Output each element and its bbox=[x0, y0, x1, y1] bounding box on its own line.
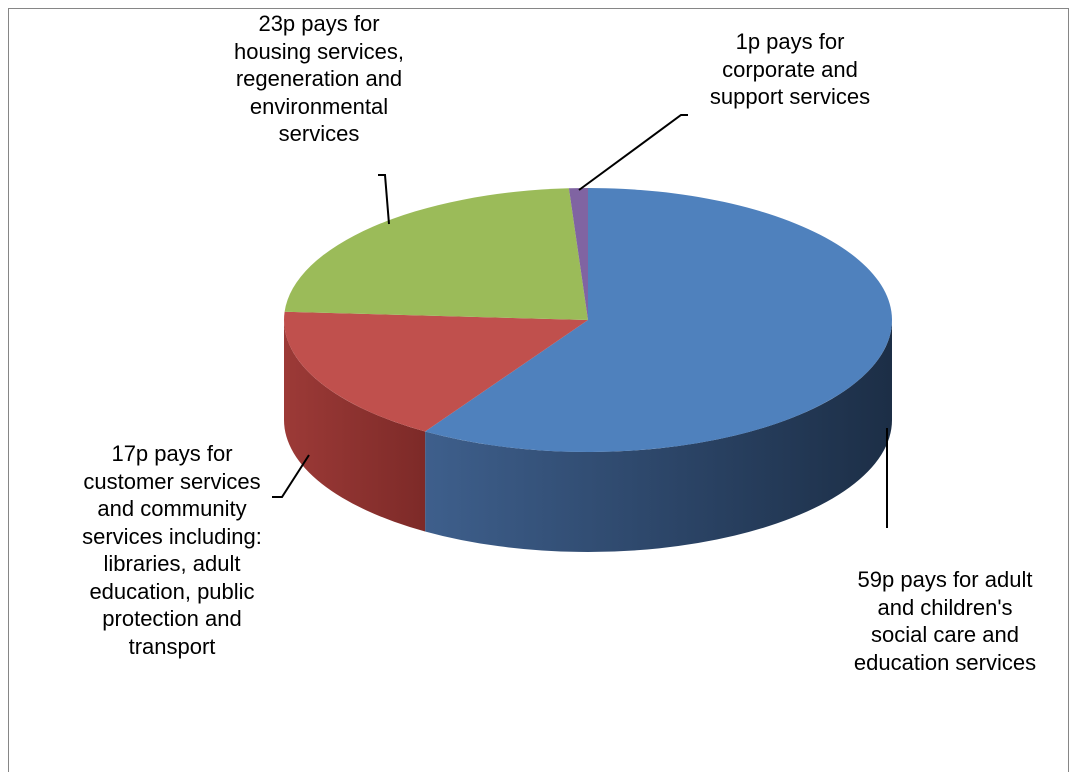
leader-line-customer bbox=[272, 454, 310, 498]
chart-frame bbox=[8, 8, 1069, 772]
pie-side-social-care bbox=[425, 320, 893, 552]
data-label-housing: 23p pays for housing services, regenerat… bbox=[234, 11, 404, 146]
leader-line-housing bbox=[378, 174, 390, 225]
pie-slice-housing bbox=[284, 188, 588, 320]
pie-side-customer bbox=[284, 320, 426, 532]
data-label-social-care: 59p pays for adult and children's social… bbox=[853, 567, 1037, 675]
pie-slice-corporate bbox=[568, 188, 588, 320]
data-label-customer: 17p pays for customer services and commu… bbox=[82, 441, 262, 659]
pie-slice-social-care bbox=[425, 188, 893, 452]
pie-slice-customer bbox=[284, 311, 588, 432]
leader-line-corporate bbox=[578, 114, 688, 191]
data-label-corporate: 1p pays for corporate and support servic… bbox=[709, 29, 871, 109]
